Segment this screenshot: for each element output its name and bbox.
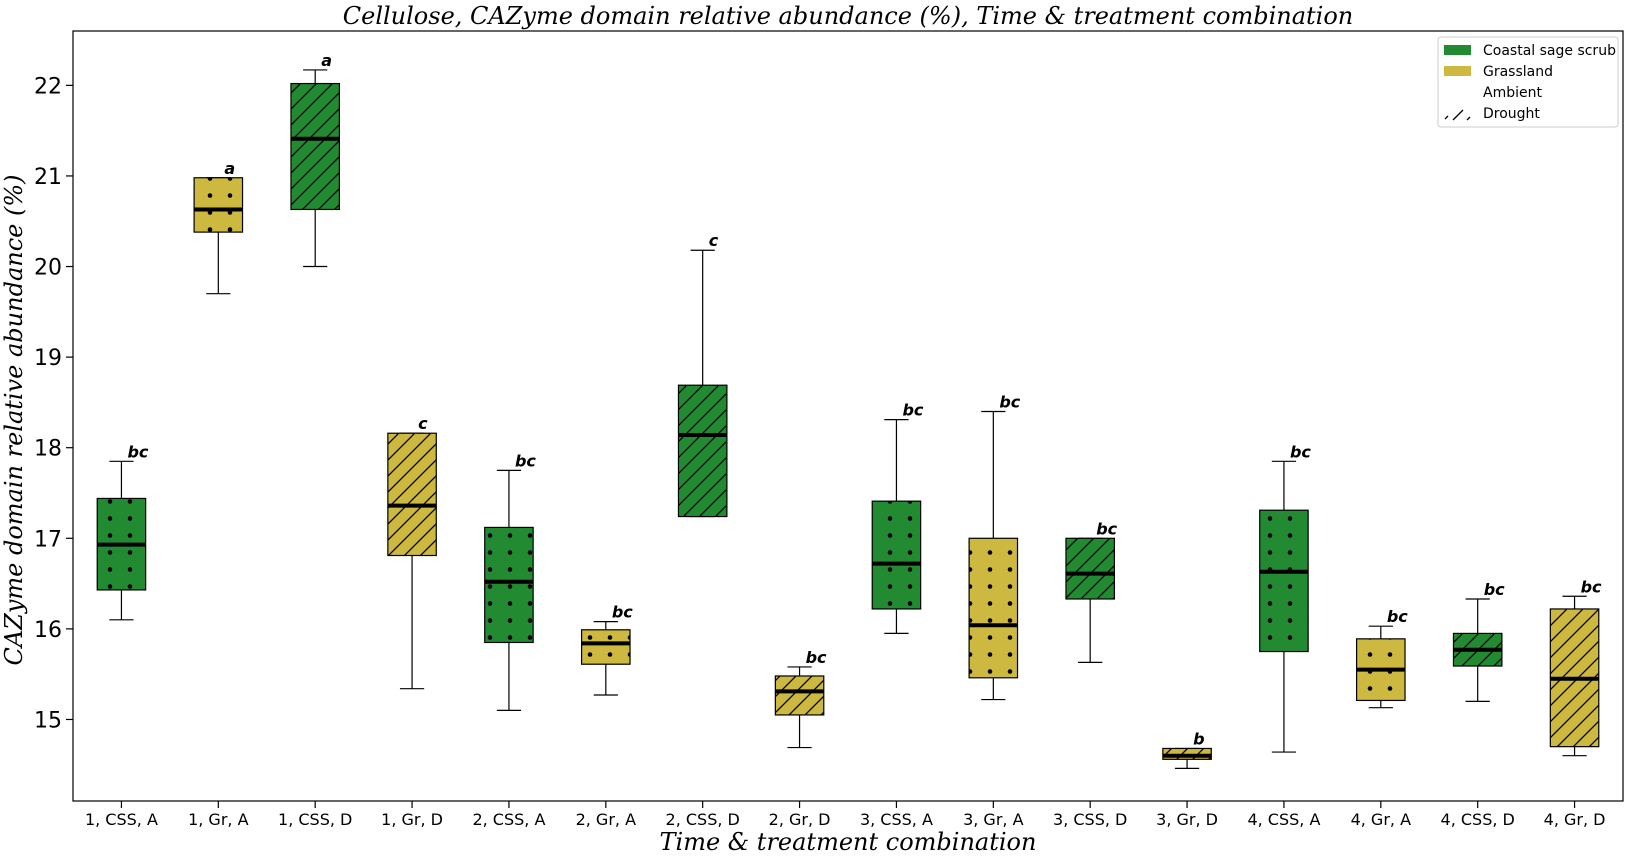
x-tick-label: 1, Gr, D [381,810,443,829]
x-tick-label: 3, CSS, D [1053,810,1127,829]
legend-swatch [1444,66,1471,76]
box-pattern [290,83,340,210]
x-tick-label: 3, CSS, A [860,810,933,829]
box-outline [968,537,1019,679]
y-tick-label: 15 [34,708,62,733]
x-tick-label: 4, Gr, D [1544,810,1606,829]
box-1: bc [96,442,149,621]
x-tick-label: 2, CSS, D [666,810,740,829]
x-tick-label: 1, CSS, D [278,810,352,829]
legend-item-grassland: Grassland [1444,64,1553,80]
legend-item-coastal-sage-scrub: Coastal sage scrub [1444,43,1616,59]
box-2: a [193,159,244,295]
legend-item-drought: Drought [1444,106,1540,122]
box-outline [387,432,437,557]
y-tick-label: 22 [34,74,62,99]
box-outline [580,629,631,665]
y-axis: 15 16 17 18 19 20 21 22 [34,74,73,733]
box-outline [484,526,534,644]
significance-label: bc [127,442,148,461]
box-4: c [387,414,437,690]
box-pattern [1259,510,1309,652]
x-tick-label: 4, CSS, A [1247,810,1320,829]
box-10: bc [968,392,1021,701]
chart-title: Cellulose, CAZyme domain relative abunda… [343,2,1354,30]
box-6: bc [580,603,633,696]
significance-label: c [418,414,428,433]
significance-label: bc [1096,519,1117,538]
significance-label: a [224,159,235,178]
box-15: bc [1452,580,1505,702]
box-pattern [387,433,437,556]
legend-label: Coastal sage scrub [1483,43,1616,59]
box-11: bc [1065,519,1118,664]
y-tick-label: 20 [34,256,62,281]
x-axis-label: Time & treatment combination [660,828,1037,856]
x-tick-label: 1, Gr, A [188,810,249,829]
y-tick-label: 18 [34,437,62,462]
box-13: bc [1259,442,1311,753]
legend-label: Grassland [1483,64,1553,80]
y-axis-label: CAZyme domain relative abundance (%) [0,174,28,665]
box-14: bc [1355,607,1408,709]
y-tick-label: 17 [34,527,62,552]
box-9: bc [871,401,924,635]
box-outline [871,500,922,610]
significance-label: bc [999,392,1020,411]
box-pattern [872,501,921,609]
x-tick-label: 4, Gr, A [1351,810,1412,829]
y-tick-label: 21 [34,165,62,190]
legend: Coastal sage scrub Grassland Ambient Drough… [1437,36,1619,128]
box-pattern [581,629,631,665]
box-3: a [290,51,341,268]
legend-label: Ambient [1483,85,1542,101]
x-tick-label: 3, Gr, A [963,810,1024,829]
significance-label: bc [1484,580,1505,599]
box-8: bc [774,648,827,749]
legend-swatch [1444,109,1471,121]
significance-label: bc [1387,607,1408,626]
box-outline [677,384,728,518]
box-16: bc [1549,577,1602,757]
x-axis: 1, CSS, A 1, Gr, A 1, CSS, D 1, Gr, D 2, CSS… [85,801,1606,829]
x-tick-label: 2, CSS, A [472,810,545,829]
box-pattern [484,527,534,643]
legend-item-ambient: Ambient [1483,85,1542,101]
significance-label: c [709,231,719,250]
box-7: c [677,231,728,518]
y-tick-label: 19 [34,346,62,371]
box-pattern [194,177,243,233]
x-tick-label: 3, Gr, D [1156,810,1218,829]
box-pattern [969,538,1018,678]
significance-label: bc [1290,442,1311,461]
box-series: bc a a c bc bc c bc bc bc bc b bc bc bc bc [96,51,1602,769]
x-tick-label: 2, Gr, A [576,810,637,829]
box-pattern [1065,538,1115,599]
significance-label: bc [902,401,923,420]
box-outline [1065,537,1116,600]
legend-frame [1437,36,1619,128]
box-5: bc [484,451,536,712]
significance-label: bc [515,451,536,470]
x-tick-label: 4, CSS, D [1441,810,1515,829]
significance-label: bc [1581,577,1602,596]
box-outline [1259,509,1309,653]
box-outline [290,82,341,211]
box-pattern [678,385,727,517]
box-outline [774,675,825,716]
y-tick-label: 16 [34,618,62,643]
box-pattern [775,675,824,715]
legend-swatch [1444,45,1471,55]
significance-label: bc [612,603,633,622]
x-tick-label: 2, Gr, D [769,810,831,829]
significance-label: bc [806,648,827,667]
box-12: b [1162,729,1212,769]
significance-label: a [321,51,332,70]
plot-frame [72,30,1624,802]
significance-label: b [1193,729,1204,748]
box-outline [193,177,244,233]
x-tick-label: 1, CSS, A [85,810,158,829]
legend-label: Drought [1483,106,1540,122]
